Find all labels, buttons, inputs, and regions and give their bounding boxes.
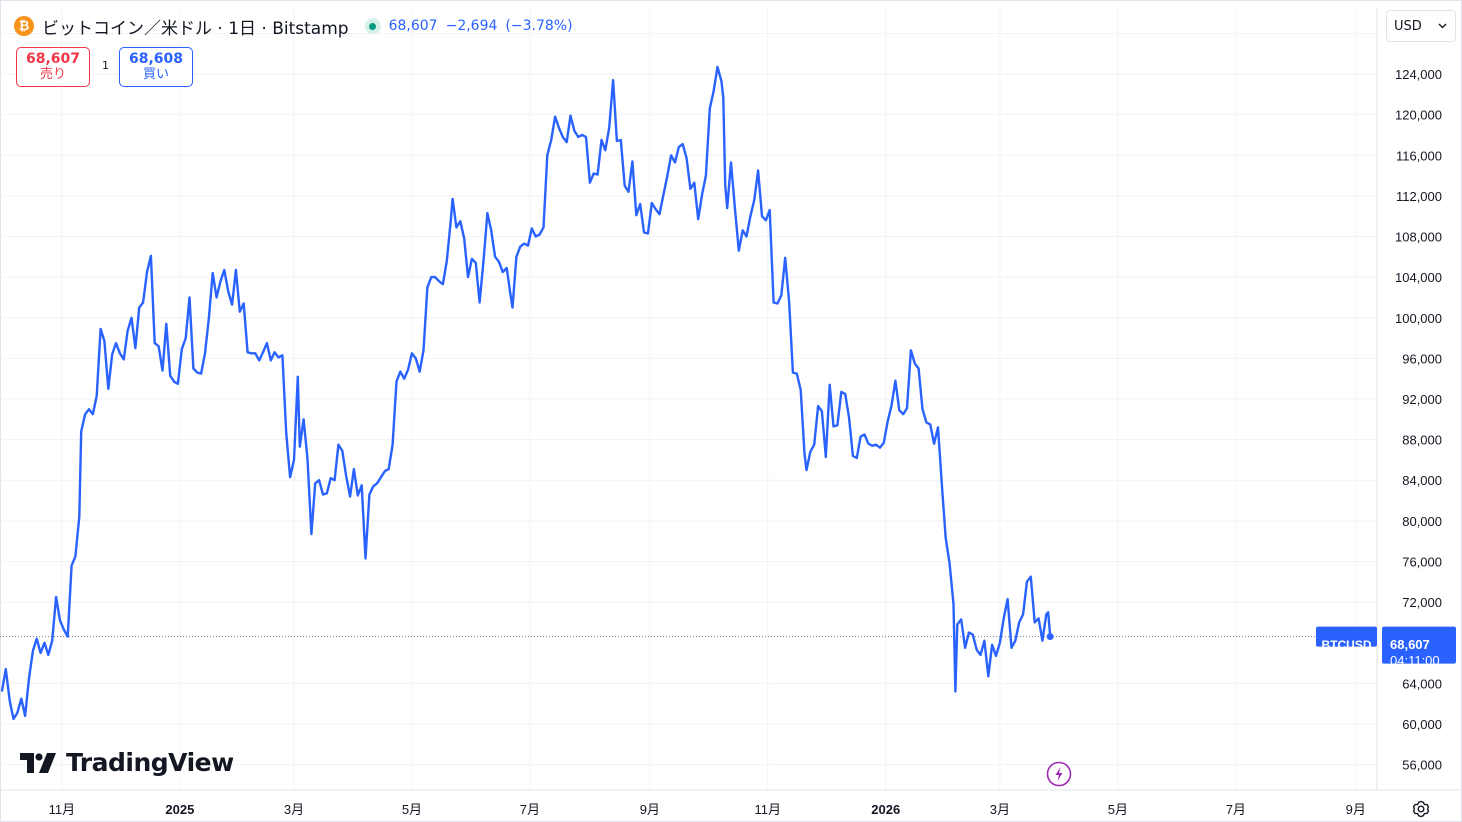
time-axis[interactable]: 11月 2025 3月 5月 7月 9月 11月 2026 3月 5月 7月 9月 bbox=[49, 802, 1366, 817]
sell-label: 売り bbox=[39, 67, 66, 82]
currency-select[interactable]: USD bbox=[1386, 10, 1456, 42]
price-tag-bg bbox=[1382, 626, 1456, 664]
last-price: 68,607 bbox=[388, 18, 438, 34]
market-status-icon bbox=[364, 18, 381, 34]
price-tick-label: 108,000 bbox=[1395, 230, 1442, 245]
time-tick-label: 3月 bbox=[990, 802, 1010, 817]
grid-lines bbox=[0, 8, 1377, 790]
chart-header: ₿ ビットコイン／米ドル · 1日 · Bitstamp 68,607 −2,6… bbox=[14, 12, 573, 40]
sell-price: 68,607 bbox=[25, 51, 81, 67]
time-tick-label: 2025 bbox=[165, 802, 194, 817]
price-tick-label: 96,000 bbox=[1402, 351, 1442, 366]
time-tick-label: 11月 bbox=[49, 802, 76, 817]
price-change-pct: (−3.78%) bbox=[505, 18, 573, 34]
time-tick-label: 7月 bbox=[1226, 802, 1246, 817]
time-tick-label: 5月 bbox=[1108, 802, 1128, 817]
time-tick-label: 5月 bbox=[402, 802, 422, 817]
sell-button[interactable]: 68,607 売り bbox=[16, 47, 90, 87]
price-tick-label: 112,000 bbox=[1396, 189, 1442, 204]
time-tick-label: 9月 bbox=[640, 802, 660, 817]
tradingview-logo[interactable]: TradingView bbox=[20, 748, 234, 777]
price-tick-label: 92,000 bbox=[1402, 392, 1442, 407]
price-tick-label: 80,000 bbox=[1402, 514, 1442, 529]
bitcoin-icon: ₿ bbox=[14, 16, 34, 36]
symbol-tag: BTCUSD bbox=[1322, 638, 1372, 652]
last-price-point bbox=[1046, 633, 1054, 641]
price-change: −2,694 bbox=[445, 18, 498, 34]
time-tick-label: 2026 bbox=[871, 802, 900, 817]
gear-icon[interactable] bbox=[1410, 798, 1432, 820]
time-tick-label: 7月 bbox=[520, 802, 540, 817]
price-tick-label: 88,000 bbox=[1402, 433, 1442, 448]
price-tick-label: 116,000 bbox=[1396, 148, 1442, 163]
price-tick-label: 72,000 bbox=[1402, 595, 1442, 610]
brand-name: TradingView bbox=[66, 748, 234, 777]
time-tick-label: 11月 bbox=[755, 802, 782, 817]
price-tick-label: 76,000 bbox=[1402, 554, 1442, 569]
symbol-tag-bg bbox=[1316, 626, 1377, 647]
price-series-line[interactable] bbox=[0, 65, 1052, 721]
price-tick-label: 120,000 bbox=[1395, 108, 1442, 123]
spread-value: 1 bbox=[102, 59, 109, 72]
symbol-title[interactable]: ビットコイン／米ドル · 1日 · Bitstamp bbox=[42, 18, 349, 39]
price-tick-label: 124,000 bbox=[1395, 67, 1442, 82]
price-tag-value: 68,607 bbox=[1390, 637, 1430, 652]
countdown: 04:11:00 bbox=[1390, 653, 1440, 668]
price-tick-label: 104,000 bbox=[1395, 270, 1442, 285]
chevron-down-icon bbox=[1438, 23, 1447, 29]
price-axis[interactable]: 56,000 60,000 64,000 72,000 76,000 80,000 84,0… bbox=[1395, 26, 1442, 772]
buy-price: 68,608 bbox=[128, 51, 184, 67]
time-tick-label: 3月 bbox=[284, 802, 304, 817]
lightning-icon[interactable] bbox=[1046, 761, 1072, 787]
price-tick-label: 84,000 bbox=[1402, 473, 1442, 488]
buy-label: 買い bbox=[142, 67, 169, 82]
currency-value: USD bbox=[1394, 18, 1422, 34]
price-tag: BTCUSD 68,607 04:11:00 bbox=[1316, 626, 1456, 668]
time-tick-label: 9月 bbox=[1346, 802, 1366, 817]
price-tick-label: 56,000 bbox=[1402, 758, 1442, 773]
price-tick-label: 100,000 bbox=[1395, 311, 1442, 326]
price-tick-label: 60,000 bbox=[1402, 717, 1442, 732]
price-tick-label: 64,000 bbox=[1402, 676, 1442, 691]
tradingview-logo-icon bbox=[20, 752, 56, 773]
buy-button[interactable]: 68,608 買い bbox=[119, 47, 193, 87]
